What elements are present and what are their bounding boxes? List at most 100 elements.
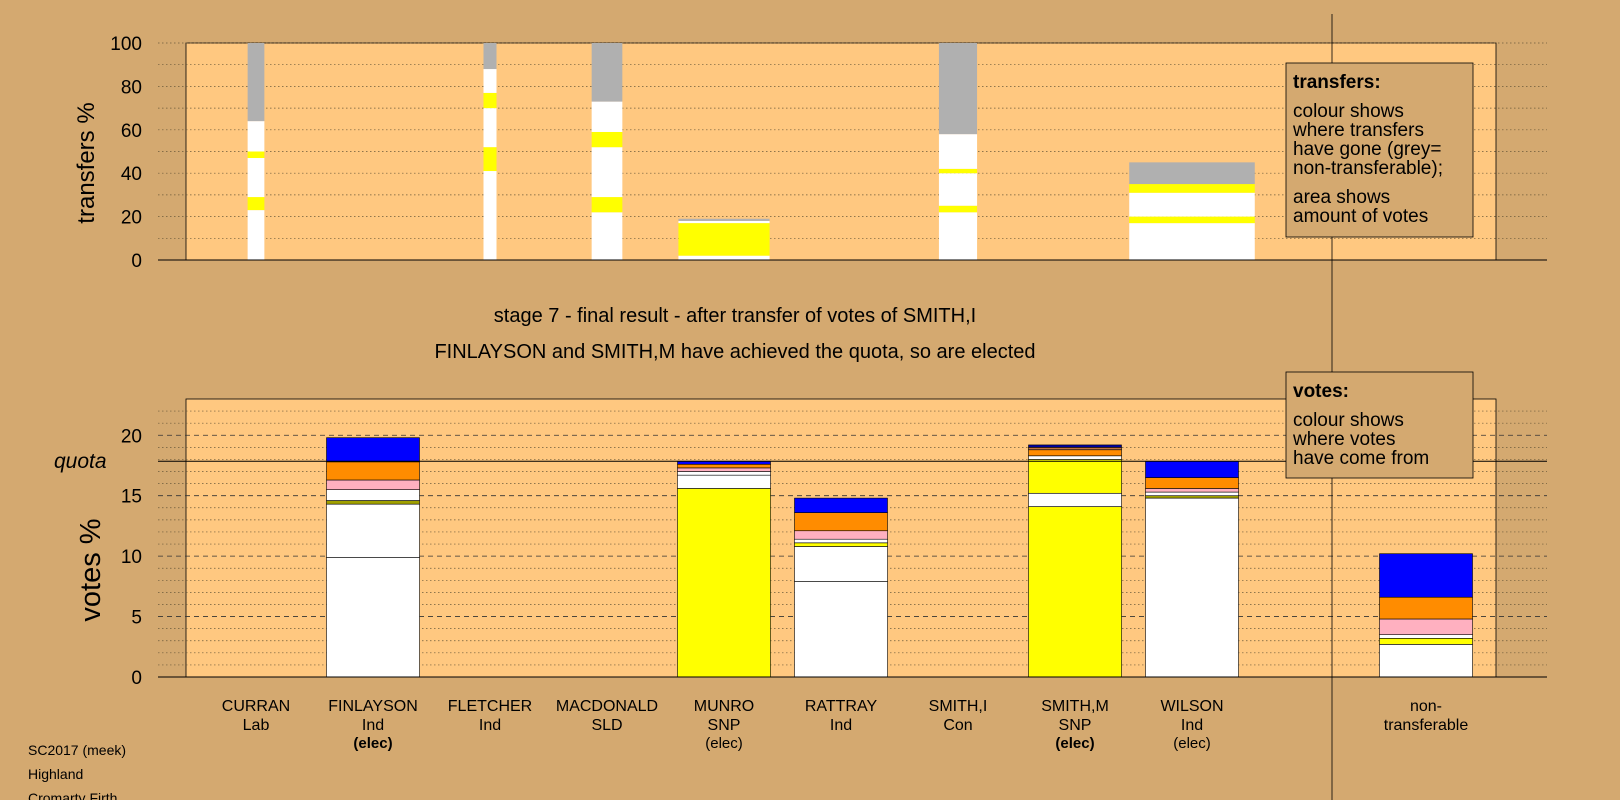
transfers-legend: transfers: colour shows where transfers …: [1285, 62, 1474, 238]
transfer-bar-segment: [483, 69, 497, 93]
transfer-bar-segment: [678, 220, 770, 224]
candidate-party: Ind: [362, 717, 384, 734]
transfer-bar-segment: [591, 147, 623, 198]
candidate-status: (elec): [705, 735, 743, 752]
candidate-name: FLETCHER: [448, 698, 532, 715]
vote-bar-segment: [326, 503, 420, 558]
transfer-bar-segment: [938, 212, 978, 260]
transfer-bar-segment: [678, 255, 770, 260]
vote-bar-segment: [326, 437, 420, 463]
transfer-bar-segment: [247, 197, 265, 211]
candidate-name: SMITH,M: [1041, 698, 1109, 715]
transfer-bar-segment: [247, 43, 265, 122]
vote-bar-segment: [1028, 444, 1122, 448]
transfer-bar-segment: [483, 108, 497, 148]
votes-tick-label: 10: [121, 547, 142, 568]
votes-legend: votes: colour shows where votes have com…: [1285, 371, 1474, 479]
vote-bar-segment: [794, 530, 888, 540]
transfers-tick-label: 60: [121, 121, 142, 142]
candidate-party: SNP: [1059, 717, 1092, 734]
candidate-name: RATTRAY: [805, 698, 878, 715]
candidate-status: (elec): [1173, 735, 1211, 752]
transfer-bar-segment: [1129, 184, 1255, 193]
vote-bar-segment: [677, 471, 771, 476]
stage-subtitle: FINLAYSON and SMITH,M have achieved the …: [434, 341, 1035, 363]
transfer-bar-segment: [938, 168, 978, 174]
transfer-bar-segment: [483, 92, 497, 109]
vote-bar-segment: [1028, 506, 1122, 678]
vote-bar-segment: [1028, 492, 1122, 507]
transfers-plot-area: [185, 42, 1497, 261]
transfer-bar-segment: [247, 121, 265, 152]
vote-bar-segment: [794, 497, 888, 513]
candidate-labels: CURRANLabFINLAYSONInd(elec)FLETCHERIndMA…: [222, 698, 1224, 752]
votes-legend-line: have come from: [1293, 448, 1429, 469]
vote-bar-segment: [1028, 449, 1122, 457]
transfer-bar-segment: [483, 43, 497, 70]
transfer-bar-segment: [1129, 192, 1255, 217]
transfers-tick-label: 100: [110, 34, 142, 55]
votes-legend-line: where votes: [1292, 429, 1395, 450]
candidate-party: Ind: [830, 717, 852, 734]
candidate-status: (elec): [353, 735, 392, 752]
vote-bar-segment: [794, 542, 888, 547]
vote-bar-segment: [794, 546, 888, 582]
vote-bars: [326, 437, 1473, 678]
quota-label: quota: [54, 450, 107, 473]
transfer-bar-segment: [678, 218, 770, 221]
vote-bar-segment: [1028, 455, 1122, 460]
vote-bar-segment: [1145, 477, 1239, 489]
transfer-bar-segment: [483, 171, 497, 260]
vote-bar-segment: [1145, 460, 1239, 478]
candidate-party: Ind: [479, 717, 501, 734]
vote-bar-segment: [1379, 618, 1473, 635]
axes: 0 20 40 60 80 100 0 5 10 15 20: [110, 34, 1547, 689]
votes-tick-label: 20: [121, 426, 142, 447]
vote-bar-segment: [326, 500, 420, 505]
transfer-bar-segment: [591, 131, 623, 148]
candidate-name: CURRAN: [222, 698, 290, 715]
transfer-bar-segment: [483, 147, 497, 172]
transfer-bar-segment: [938, 43, 978, 135]
nontransferable-label: transferable: [1384, 717, 1469, 734]
transfer-bar-segment: [591, 212, 623, 260]
vote-bar-segment: [1145, 491, 1239, 496]
transfers-axis-title: transfers %: [73, 102, 100, 223]
vote-bar-segment: [326, 557, 420, 678]
transfer-bar-segment: [938, 173, 978, 206]
transfer-bar-segment: [247, 151, 265, 159]
transfer-bar-segment: [678, 223, 770, 256]
vote-bar-segment: [1028, 447, 1122, 451]
transfers-legend-heading: transfers:: [1293, 72, 1381, 93]
stage-title: stage 7 - final result - after transfer …: [494, 305, 976, 327]
vote-bar-segment: [1379, 644, 1473, 678]
candidate-party: Lab: [243, 717, 270, 734]
candidate-name: MUNRO: [694, 698, 754, 715]
vote-bar-segment: [1379, 634, 1473, 639]
votes-legend-line: colour shows: [1293, 410, 1404, 431]
candidate-name: WILSON: [1160, 698, 1223, 715]
transfers-legend-line: amount of votes: [1293, 206, 1428, 227]
vote-bar-segment: [1028, 459, 1122, 494]
votes-tick-label: 5: [131, 608, 142, 629]
transfer-bar-segment: [938, 205, 978, 213]
transfer-bar-segment: [591, 101, 623, 132]
footer-line: SC2017 (meek): [28, 742, 126, 758]
transfers-tick-label: 80: [121, 77, 142, 98]
votes-tick-label: 0: [131, 668, 142, 689]
vote-bar-segment: [794, 538, 888, 544]
vote-bar-segment: [1145, 497, 1239, 678]
footer-line: Highland: [28, 766, 83, 782]
transfer-bar-segment: [938, 134, 978, 169]
vote-bar-segment: [326, 479, 420, 490]
votes-legend-heading: votes:: [1293, 381, 1349, 402]
vote-bar-segment: [1379, 553, 1473, 598]
candidate-party: SLD: [591, 717, 622, 734]
transfers-legend-line: have gone (grey=: [1293, 139, 1441, 160]
transfers-legend-box: [1285, 62, 1474, 238]
transfers-tick-label: 0: [131, 251, 142, 272]
transfer-bar-segment: [591, 43, 623, 102]
transfer-bars: [247, 43, 1255, 260]
candidate-name: FINLAYSON: [328, 698, 418, 715]
